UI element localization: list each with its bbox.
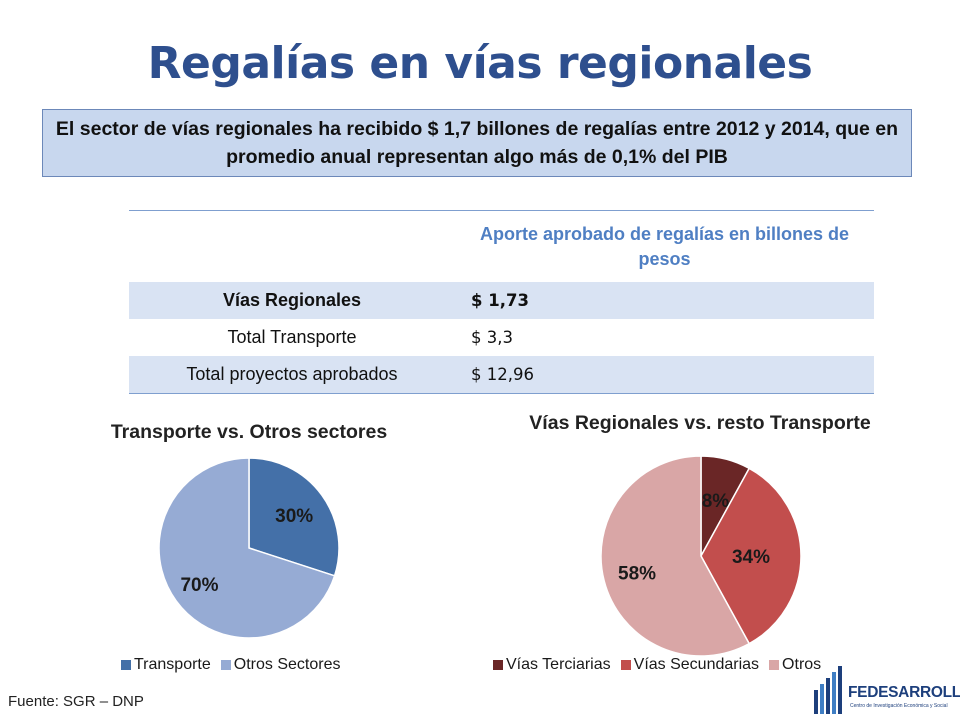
pie-slice-otros-sectores	[158, 457, 336, 639]
logo-subtitle: Centro de Investigación Económica y Soci…	[850, 703, 948, 709]
legend-label: Vías Terciarias	[506, 656, 611, 673]
slice-label-vias-secundarias: 34%	[732, 547, 770, 568]
legend-item-vias-secundarias: Vías Secundarias	[620, 656, 760, 674]
pie-slice-transporte	[248, 457, 340, 577]
slice-label-otros-sectores: 70%	[180, 575, 218, 596]
table-row: Total Transporte $ 3,3	[129, 319, 874, 356]
table-row: Vías Regionales $ 1,73	[129, 282, 874, 319]
row-label: Total proyectos aprobados	[129, 356, 455, 394]
legend-swatch	[769, 660, 780, 670]
legend-label: Transporte	[134, 656, 211, 673]
row-value: $ 3,3	[471, 328, 513, 347]
chart-title-vias: Vías Regionales vs. resto Transporte	[529, 412, 871, 434]
legend-swatch	[220, 660, 231, 670]
legend-swatch	[620, 660, 631, 670]
legend-item-otros-sectores: Otros Sectores	[220, 656, 341, 674]
row-label: Total Transporte	[227, 327, 357, 347]
table-corner-cell	[129, 210, 455, 282]
legend-label: Otros Sectores	[233, 656, 341, 673]
table-row: Total proyectos aprobados $ 12,96	[129, 356, 874, 394]
summary-callout: El sector de vías regionales ha recibido…	[42, 109, 912, 177]
slice-label-vias-terciarias: 8%	[702, 491, 730, 512]
legend-swatch	[121, 660, 131, 670]
logo-bars-icon	[814, 666, 842, 714]
chart-title-transporte: Transporte vs. Otros sectores	[110, 421, 388, 443]
row-value: $ 1,73	[455, 282, 874, 319]
table-column-header: Aporte aprobado de regalías en billones …	[455, 210, 874, 282]
slide-title: Regalías en vías regionales	[147, 38, 813, 89]
source-footer: Fuente: SGR – DNP	[8, 693, 144, 710]
legend-vias: Vías Terciarias Vías Secundarias Otros	[493, 656, 831, 674]
regalias-table: Aporte aprobado de regalías en billones …	[129, 210, 874, 394]
pie-slice-vias-secundarias	[700, 467, 802, 645]
fedesarrollo-logo: FEDESARROLLO Centro de Investigación Eco…	[812, 664, 960, 716]
slice-label-transporte: 30%	[275, 506, 313, 527]
legend-item-transporte: Transporte	[121, 656, 211, 674]
legend-transporte: Transporte Otros Sectores	[121, 656, 350, 674]
legend-label: Vías Secundarias	[633, 656, 760, 673]
legend-item-vias-terciarias: Vías Terciarias	[493, 656, 611, 674]
legend-swatch	[493, 660, 503, 670]
row-value: $ 12,96	[455, 356, 874, 394]
table-header-row: Aporte aprobado de regalías en billones …	[129, 210, 874, 282]
row-label: Vías Regionales	[129, 282, 455, 319]
legend-item-otros: Otros	[769, 656, 821, 674]
pie-slice-otros	[600, 455, 751, 657]
legend-label: Otros	[782, 656, 822, 673]
logo-wordmark: FEDESARROLLO	[848, 684, 960, 701]
slice-label-otros: 58%	[618, 563, 656, 584]
